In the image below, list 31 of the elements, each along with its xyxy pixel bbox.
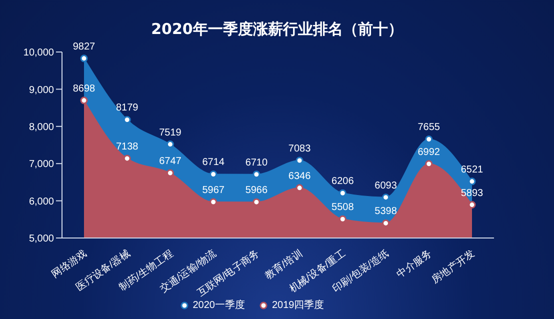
data-label: 6521 [460, 164, 484, 176]
data-label: 6346 [288, 170, 312, 182]
data-label: 8698 [72, 83, 96, 94]
data-label: 6992 [418, 146, 440, 158]
legend-label: 2020一季度 [192, 298, 245, 312]
data-label: 5508 [332, 202, 354, 214]
y-tick-label: 9,000 [28, 84, 54, 96]
data-label: 5967 [202, 185, 225, 196]
data-label: 6206 [332, 176, 354, 188]
data-label: 8179 [116, 102, 139, 114]
y-tick-label: 6,000 [28, 196, 54, 208]
data-label: 7083 [288, 144, 312, 155]
data-label: 5966 [245, 185, 268, 196]
data-label: 7655 [418, 122, 440, 134]
y-tick-label: 10,000 [23, 48, 54, 59]
chart-title: 2020年一季度涨薪行业排名（前十） [150, 20, 404, 39]
point [80, 96, 88, 104]
y-tick-label: 5,000 [28, 234, 54, 245]
data-label: 6710 [245, 157, 268, 168]
data-label: 7519 [159, 127, 182, 138]
data-label: 6093 [374, 180, 398, 192]
y-tick-label: 8,000 [28, 122, 54, 133]
data-label: 6747 [159, 156, 182, 168]
legend-label: 2019四季度 [272, 298, 324, 312]
x-tick-label: 房地产开发 [429, 248, 478, 286]
data-label: 9827 [72, 41, 96, 52]
data-label: 6714 [202, 157, 225, 168]
point [80, 54, 88, 62]
data-label: 7138 [116, 141, 139, 152]
data-label: 5398 [374, 206, 398, 218]
y-tick-label: 7,000 [28, 159, 54, 170]
